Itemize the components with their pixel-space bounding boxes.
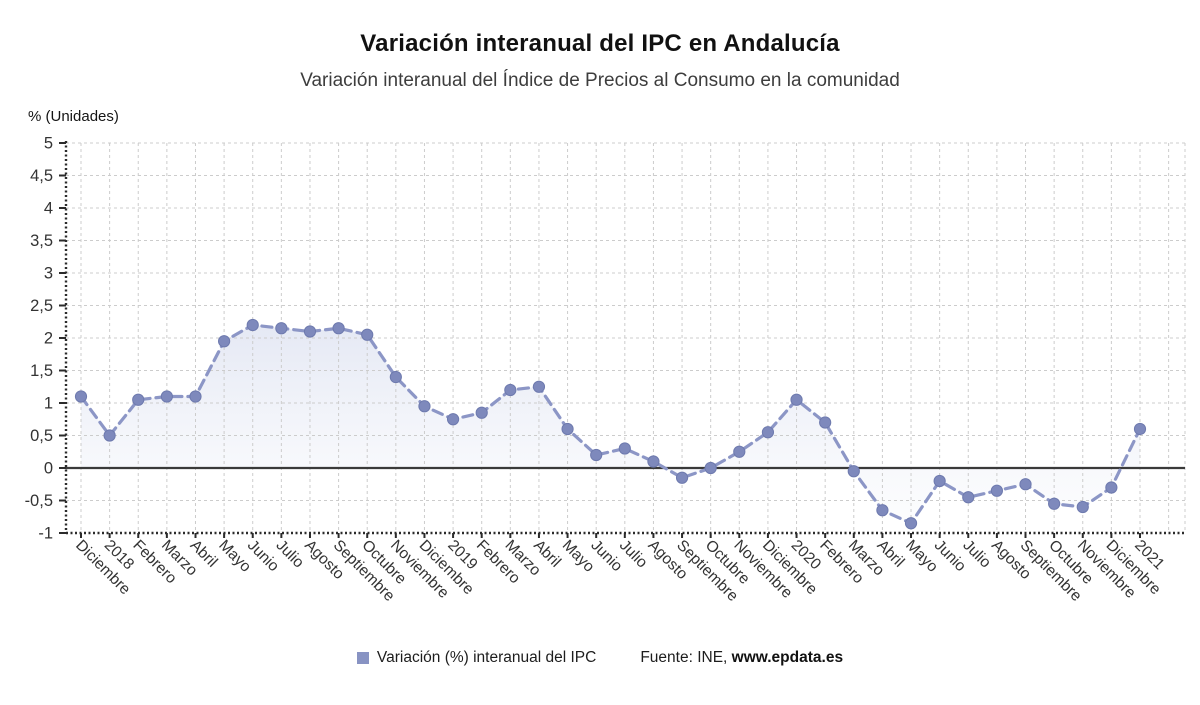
data-point <box>132 393 145 406</box>
data-point <box>876 504 889 517</box>
data-point <box>1048 497 1061 510</box>
data-point <box>1133 422 1147 436</box>
svg-text:5: 5 <box>44 135 53 153</box>
svg-text:3,5: 3,5 <box>30 232 53 250</box>
data-point <box>962 491 975 504</box>
svg-text:-0,5: -0,5 <box>25 492 53 510</box>
data-point <box>418 400 431 413</box>
svg-text:2,5: 2,5 <box>30 297 53 315</box>
data-point <box>504 383 517 397</box>
svg-text:1: 1 <box>44 395 53 413</box>
y-axis-labels: 5 4,5 4 3,5 3 2,5 2 1,5 1 0,5 0 -0,5 -1 <box>25 135 53 543</box>
data-point <box>933 474 946 488</box>
data-point <box>74 390 88 403</box>
x-axis-labels: Diciembre2018FebreroMarzoAbrilMayoJunioJ… <box>72 537 1167 605</box>
data-point <box>189 390 202 403</box>
data-points <box>74 318 1147 530</box>
svg-text:3: 3 <box>44 265 53 283</box>
data-point <box>160 390 173 403</box>
svg-text:4: 4 <box>44 200 53 218</box>
data-point <box>246 318 259 332</box>
data-point <box>218 335 231 348</box>
svg-text:1,5: 1,5 <box>30 362 53 380</box>
y-axis-unit-label: % (Unidades) <box>28 108 119 125</box>
svg-text:0,5: 0,5 <box>30 427 53 445</box>
svg-text:-1: -1 <box>38 525 53 543</box>
legend-label: Variación (%) interanual del IPC <box>376 649 597 666</box>
data-point <box>561 422 574 436</box>
page-title: Variación interanual del IPC en Andalucí… <box>360 30 840 57</box>
data-point <box>1105 481 1118 494</box>
data-point <box>761 426 775 439</box>
svg-text:Mayo: Mayo <box>559 537 598 576</box>
data-point <box>332 322 345 335</box>
svg-text:Junio: Junio <box>244 537 282 575</box>
svg-text:0: 0 <box>44 460 53 478</box>
data-point <box>361 328 374 341</box>
page-subtitle: Variación interanual del Índice de Preci… <box>300 70 900 91</box>
source-site: www.epdata.es <box>731 649 844 666</box>
svg-text:4,5: 4,5 <box>30 167 53 185</box>
source-prefix: Fuente: INE, <box>640 649 732 666</box>
data-point <box>647 455 660 468</box>
tick-marks <box>59 142 1141 538</box>
chart-area-fill <box>81 325 1140 524</box>
svg-text:2: 2 <box>44 330 53 348</box>
legend-swatch-icon <box>356 652 369 664</box>
data-point <box>733 445 746 458</box>
legend-item: Variación (%) interanual del IPC <box>356 649 597 667</box>
svg-text:Mayo: Mayo <box>215 537 254 576</box>
svg-text:Junio: Junio <box>931 537 969 575</box>
data-point <box>847 465 860 478</box>
data-point <box>275 322 288 335</box>
source-text: Fuente: INE, www.epdata.es <box>640 649 843 667</box>
data-point <box>790 393 803 406</box>
legend-row: Variación (%) interanual del IPC Fuente:… <box>0 649 1200 667</box>
svg-text:Junio: Junio <box>587 537 625 575</box>
data-point <box>819 416 832 429</box>
data-point <box>1019 478 1032 491</box>
data-point <box>704 461 717 475</box>
ipc-line-chart: 5 4,5 4 3,5 3 2,5 2 1,5 1 0,5 0 -0,5 -1 Diciembre2018… <box>25 135 1186 605</box>
data-point <box>103 429 116 442</box>
data-point <box>618 442 631 455</box>
data-point <box>590 448 603 462</box>
data-point <box>446 413 460 426</box>
data-point <box>532 380 546 393</box>
data-point <box>675 471 689 484</box>
svg-text:Mayo: Mayo <box>902 537 941 576</box>
data-point <box>475 406 488 419</box>
data-point <box>389 370 402 384</box>
data-point <box>990 484 1003 497</box>
data-point <box>1076 500 1089 514</box>
data-point <box>904 517 918 530</box>
data-point <box>303 325 317 338</box>
